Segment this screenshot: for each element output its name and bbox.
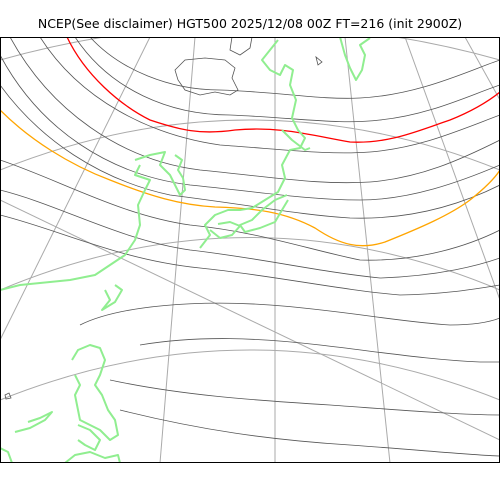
coastline-celebes [64,451,121,463]
highlight-contour-orange [0,109,500,247]
graticule [0,37,500,500]
latitude-line [0,349,500,401]
coastline-sumatra [0,447,13,463]
coastline-japan-hokkaido [239,194,289,233]
border-outline [174,57,239,96]
contour-line [74,37,500,123]
latitude-line [0,237,500,291]
meridian-line [0,199,500,441]
contour-line [109,379,500,416]
coastline-manchuria [0,164,151,291]
contour-line [0,159,500,261]
contour-line [139,338,500,363]
coastline-japan-kyushu [209,221,241,239]
contour-line [119,409,500,457]
coastline-japan-honshu [199,39,306,249]
contour-line [79,302,500,326]
border-outline [229,37,253,56]
highlight-contour-red [66,37,500,143]
coastline-korea [134,151,186,196]
contour-line [0,214,500,296]
coastlines [0,37,371,463]
coastline-borneo [14,411,53,433]
latitude-line [0,119,500,171]
contour-line [0,54,500,201]
meridian-line [344,37,391,463]
coastline-islands-south [77,424,101,451]
island-outline [4,392,12,400]
contour-line [0,189,500,279]
meridian-line [404,37,500,301]
contour-line [0,84,500,219]
coastline-kuril [281,129,311,151]
latitude-line [0,37,500,61]
contour-line [9,37,500,184]
coastline-philippines [71,344,119,441]
latitude-line [0,465,500,500]
meridian-line [0,37,151,341]
island-outline [315,55,323,66]
coastline-taiwan [101,284,123,311]
contour-line [89,37,500,99]
meridian-line [464,37,500,101]
map-title: NCEP(See disclaimer) HGT500 2025/12/08 0… [37,16,463,31]
height-contours [0,37,500,457]
meridian-line [159,37,196,463]
coastline-kamchatka [339,37,371,81]
